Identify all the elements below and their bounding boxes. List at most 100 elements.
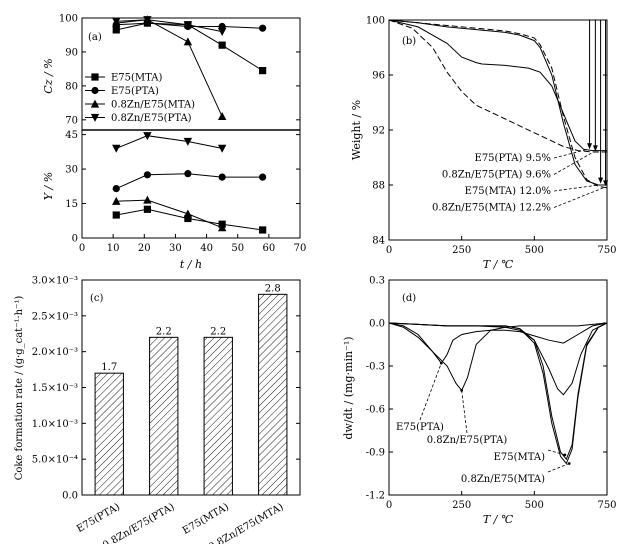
panel-b-annotation-leader xyxy=(553,184,599,192)
panel-c-bar-e75-pta xyxy=(94,372,124,496)
panel-a-xtick-label: 20 xyxy=(138,243,151,254)
panel-c-category-label: E75(PTA) xyxy=(75,502,122,536)
panel-c-ytick-label: 0.0 xyxy=(62,491,78,502)
panel-d-series xyxy=(388,322,608,465)
panel-b-curve-0-8zn-e75-pta xyxy=(388,19,607,153)
panel-b-series xyxy=(388,19,608,189)
panel-a-xtick-label: 0 xyxy=(79,243,85,254)
panel-c-bar-value-label: 2.2 xyxy=(156,326,172,337)
panel-c-ylabel: Coke formation rate / (g·g_cat⁻¹·h⁻¹) xyxy=(14,296,25,481)
panel-a-upper-point xyxy=(218,41,226,49)
panel-b-xtick-label: 250 xyxy=(452,245,471,256)
panel-a-label: (a) xyxy=(88,32,102,43)
panel-a-xtick-label: 30 xyxy=(169,243,182,254)
panel-a-lower-point xyxy=(112,196,121,205)
panel-d-xtick-label: 0 xyxy=(386,500,392,511)
panel-a-lower-series-e75-pta xyxy=(112,170,267,193)
panel-a-upper-line-0-8zn-e75-pta xyxy=(116,19,223,33)
panel-b-curve-e75-pta xyxy=(388,19,607,152)
panel-d-annotations: E75(PTA) 0.8Zn/E75(PTA) E75(MTA) 0.8Zn/E75(… xyxy=(396,361,571,485)
panel-a-lower-point xyxy=(183,209,193,218)
panel-d-ytick-label: -0.9 xyxy=(366,448,385,459)
panel-a-upper-point xyxy=(217,112,227,121)
panel-a-upper-line-e75-mta xyxy=(116,22,263,72)
panel-d-annotation-leader xyxy=(419,362,442,421)
panel-b-annotation-leader xyxy=(553,151,594,175)
panel-b-ytick-label: 96 xyxy=(372,71,385,82)
panel-a-lower-point xyxy=(218,173,226,181)
panel-a-upper-point xyxy=(217,27,227,36)
panel-c-bar-e75-mta xyxy=(203,336,233,496)
panel-a-lower-point xyxy=(217,144,227,153)
panel-b-annotation-leader xyxy=(553,148,588,159)
panel-a-lower-point xyxy=(183,137,193,146)
panel-d-annotation-leader xyxy=(461,390,468,434)
panel-a-xtick-label: 40 xyxy=(200,243,213,254)
panel-a-lower-point xyxy=(217,223,227,232)
panel-b-arrow-head xyxy=(598,177,604,184)
panel-a-lower-point xyxy=(259,226,267,234)
panel-a-lower-point xyxy=(112,211,120,219)
panel-b-annotation-label: E75(MTA) 12.0% xyxy=(465,186,551,197)
panel-a: (a) 70 80 90 100 0 15 30 45 0 10 20 30 40 50 60 70 E7… xyxy=(42,14,306,272)
panel-b-ylabel: Weight / % xyxy=(350,100,363,160)
panel-a-lower-series-0-8zn-e75-mta xyxy=(112,195,227,232)
panel-a-lower-point xyxy=(184,214,192,223)
panel-a-lower-ylabel: Y / % xyxy=(42,172,55,200)
panel-a-lower-ytick-label: 45 xyxy=(65,130,78,141)
panel-d-ytick-label: -0.6 xyxy=(366,405,385,416)
panel-a-lower-point xyxy=(184,170,192,178)
panel-d-xlabel: T / ℃ xyxy=(483,513,514,526)
panel-a-frame xyxy=(81,17,301,239)
legend-label-0-8zn-e75-mta: 0.8Zn/E75(MTA) xyxy=(111,100,195,111)
panel-b-arrow-head xyxy=(603,180,609,187)
panel-a-lower-series-0-8zn-e75-pta xyxy=(112,132,227,153)
panel-a-upper-line-0-8zn-e75-mta xyxy=(116,19,223,117)
panel-c-ytick-label: 1.0×10⁻³ xyxy=(32,419,78,430)
panel-c-ytick-label: 3.0×10⁻³ xyxy=(32,276,78,287)
panel-d: (d) -1.2 -0.9 -0.6 -0.3 0.0 0.3 0 250 500 750 E75… xyxy=(342,276,617,527)
panel-d-curve-unlabeled-4 xyxy=(388,322,608,396)
panel-a-lower-ytick-label: 30 xyxy=(65,165,78,176)
panel-d-annotation-tip xyxy=(563,453,567,457)
panel-a-upper-point xyxy=(259,67,267,75)
panel-a-upper-ytick-label: 80 xyxy=(65,81,78,92)
panel-a-upper-point xyxy=(183,37,193,46)
panel-a-upper-point xyxy=(259,24,267,32)
panel-a-lower-point xyxy=(143,171,151,179)
panel-a-lower-point xyxy=(112,144,121,153)
panel-d-annotation-label: E75(MTA) xyxy=(494,452,546,463)
panel-d-xtick-label: 750 xyxy=(597,500,616,511)
panel-b-ytick-label: 92 xyxy=(372,126,385,137)
panel-a-lower-point xyxy=(143,195,152,204)
panel-d-ytick-label: 0.3 xyxy=(369,276,385,287)
panel-b-ticks: 84 88 92 96 100 0 250 500 750 xyxy=(366,16,617,257)
panel-a-xtick-label: 60 xyxy=(262,243,275,254)
panel-c-bar-0-8zn-e75-pta xyxy=(149,336,179,496)
panel-b-ytick-label: 84 xyxy=(372,236,385,247)
panel-b-curve-e75-mta xyxy=(388,19,607,186)
panel-c-bar-0-8zn-e75-mta xyxy=(258,293,288,496)
panel-d-ytick-label: -1.2 xyxy=(366,491,385,502)
legend-marker-0-8zn-e75-pta xyxy=(90,113,100,122)
panel-a-xlabel: t / h xyxy=(180,258,202,271)
panel-d-annotation-leader xyxy=(547,463,570,473)
panel-a-lower-ytick-label: 0 xyxy=(72,234,78,245)
panel-d-ytick-label: -0.3 xyxy=(366,362,385,373)
panel-a-xtick-label: 70 xyxy=(294,243,307,254)
panel-d-ylabel: dw/dt / (mg·min⁻¹) xyxy=(342,336,355,439)
panel-d-label: (d) xyxy=(402,293,416,304)
panel-b-annotation-label: E75(PTA) 9.5% xyxy=(475,153,551,164)
panel-a-x-ticks: 0 10 20 30 40 50 60 70 xyxy=(79,234,307,254)
panel-b-xlabel: T / ℃ xyxy=(483,258,514,271)
panel-a-upper-ytick-label: 90 xyxy=(65,47,78,58)
panel-d-xtick-label: 500 xyxy=(525,500,544,511)
panel-c-bar-value-label: 2.2 xyxy=(210,326,226,337)
panel-b-ytick-label: 88 xyxy=(372,181,385,192)
panel-c-ticks: 0.0 5.0×10⁻⁴ 1.0×10⁻³ 1.5×10⁻³ 2.0×10⁻³ 2.5×1… xyxy=(32,276,300,502)
panel-a-upper-point xyxy=(183,21,193,30)
panel-d-annotation-tip xyxy=(460,388,464,392)
panel-d-annotation-label: 0.8Zn/E75(PTA) xyxy=(427,435,508,446)
panel-a-xtick-label: 10 xyxy=(107,243,120,254)
